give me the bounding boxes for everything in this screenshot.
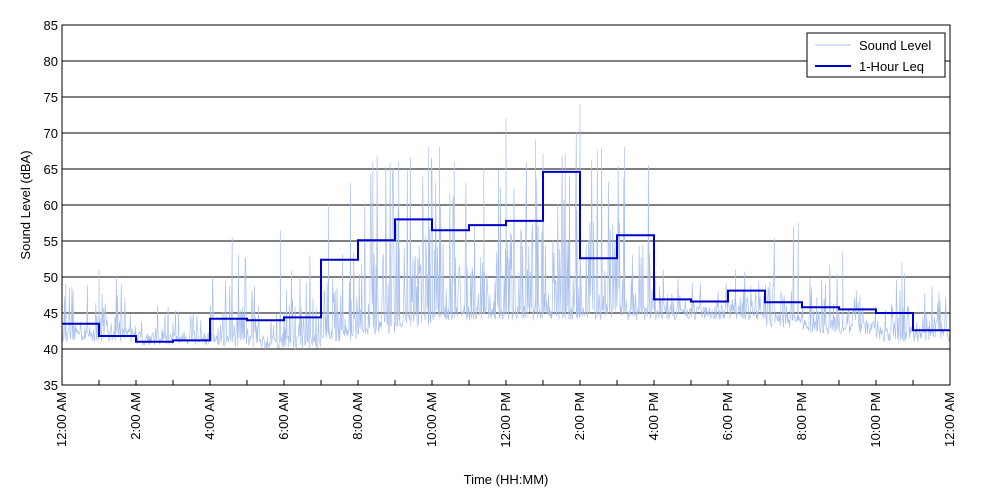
x-tick-label: 4:00 AM	[202, 392, 217, 440]
x-tick-label: 8:00 PM	[794, 392, 809, 440]
x-tick-label: 10:00 AM	[424, 392, 439, 447]
y-tick-label: 50	[44, 270, 58, 285]
x-tick-label: 6:00 PM	[720, 392, 735, 440]
x-tick-label: 8:00 AM	[350, 392, 365, 440]
x-tick-labels: 12:00 AM 2:00 AM 4:00 AM 6:00 AM 8:00 AM 10:0…	[54, 392, 957, 448]
plot-frame	[61, 24, 951, 386]
y-tick-label: 85	[44, 18, 58, 33]
y-tick-label: 55	[44, 234, 58, 249]
leq-series	[62, 170, 950, 343]
y-tick-label: 80	[44, 54, 58, 69]
x-tick-label: 2:00 AM	[128, 392, 143, 440]
x-tick-label: 12:00 AM	[942, 392, 957, 447]
y-tick-labels: 35 40 45 50 55 60 65 70 75 80 85	[44, 18, 58, 393]
y-tick-label: 60	[44, 198, 58, 213]
x-tick-label: 2:00 PM	[572, 392, 587, 440]
legend-label-sound-level: Sound Level	[859, 38, 931, 53]
x-tick-label: 12:00 PM	[498, 392, 513, 448]
y-tick-label: 75	[44, 90, 58, 105]
y-tick-label: 65	[44, 162, 58, 177]
y-tick-label: 45	[44, 306, 58, 321]
x-tick-label: 4:00 PM	[646, 392, 661, 440]
y-tick-label: 35	[44, 378, 58, 393]
y-tick-label: 40	[44, 342, 58, 357]
x-tick-label: 10:00 PM	[868, 392, 883, 448]
y-tick-label: 70	[44, 126, 58, 141]
sound-level-line	[61, 103, 951, 350]
x-tick-label: 12:00 AM	[54, 392, 69, 447]
legend: Sound Level 1-Hour Leq	[806, 32, 946, 78]
x-tick-label: 6:00 AM	[276, 392, 291, 440]
y-axis-label: Sound Level (dBA)	[18, 150, 33, 259]
legend-label-leq: 1-Hour Leq	[859, 59, 924, 74]
x-axis-label: Time (HH:MM)	[464, 472, 549, 487]
sound-level-series	[61, 103, 951, 350]
legend-box	[806, 32, 946, 78]
leq-step-line	[62, 170, 950, 343]
